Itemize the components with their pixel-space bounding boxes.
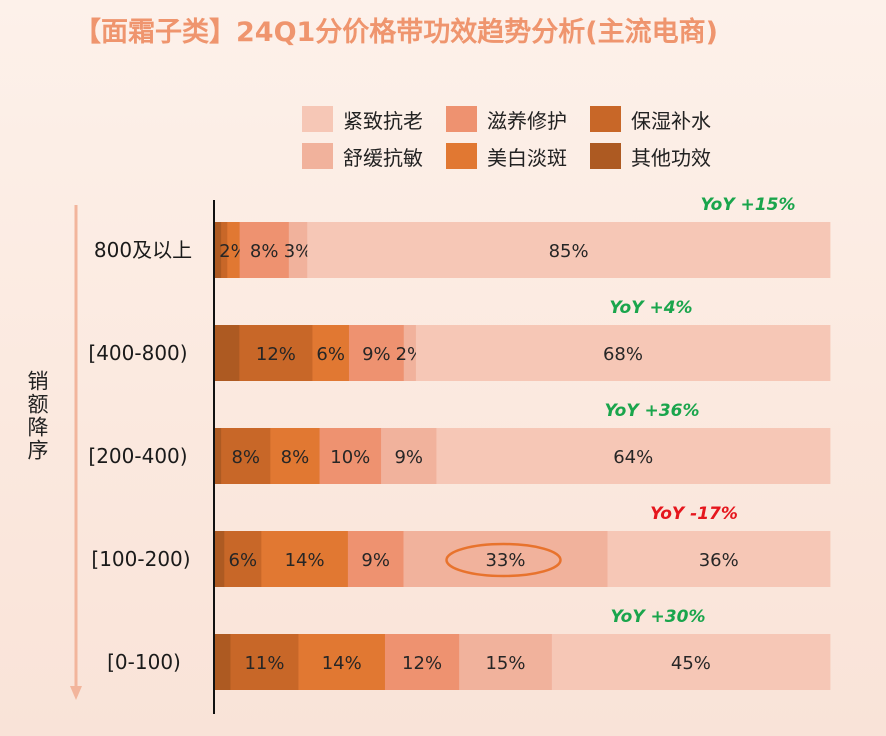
bar-segment [384,634,460,690]
bar-segment [459,634,553,690]
legend-swatch-whitening [446,143,477,169]
bar-segment [227,222,240,278]
yoy-label: YoY +30% [611,607,706,627]
yoy-label: YoY +15% [701,195,796,215]
data-label: 15% [485,653,525,674]
descending-arrow-head [70,686,82,700]
bar-segment [312,325,350,381]
data-label: 8% [250,241,279,262]
bar-segment [215,428,222,484]
data-label: 9% [362,344,391,365]
bar-segment [348,325,405,381]
legend-label-hydrating: 保湿补水 [631,108,711,133]
bar-segment [607,531,831,587]
bar-segment [215,634,231,690]
category-label: [200-400) [88,444,187,468]
bar-segment [403,325,417,381]
data-label: 64% [613,447,653,468]
data-label: 9% [394,447,423,468]
bar-segment [319,428,382,484]
legend-item-firming: 紧致抗老 [302,106,423,133]
yoy-label: YoY +4% [609,298,692,318]
bar-segment [551,634,831,690]
data-label: 9% [361,550,390,571]
data-label: 68% [603,344,643,365]
data-label: 36% [699,550,739,571]
legend-label-nourishing: 滋养修护 [487,108,567,133]
legend-swatch-firming [302,106,333,132]
page-title: 【面霜子类】24Q1分价格带功效趋势分析(主流电商) [74,17,718,48]
bar-segment [215,531,225,587]
legend-item-soothing: 舒缓抗敏 [302,143,423,170]
legend-item-other: 其他功效 [590,143,711,170]
category-label: [400-800) [88,341,187,365]
chart-legend: 紧致抗老 滋养修护 保湿补水 舒缓抗敏 美白淡斑 其他功效 [302,106,742,170]
data-label: 11% [244,653,284,674]
data-label: 45% [671,653,711,674]
data-label: 85% [549,241,589,262]
bar-segment [288,222,308,278]
bar-segment [230,634,299,690]
legend-item-hydrating: 保湿补水 [590,106,711,133]
bar-segment [307,222,831,278]
legend-label-soothing: 舒缓抗敏 [343,145,423,170]
legend-label-firming: 紧致抗老 [343,108,423,133]
bar-segment [215,222,222,278]
bar-segment [239,325,313,381]
legend-swatch-other [590,143,621,169]
y-axis-title: 销额降序 [25,370,49,462]
data-label: 12% [402,653,442,674]
bar-segment [381,428,437,484]
category-label: [0-100) [107,650,181,674]
data-label: 6% [316,344,345,365]
bar-segment [239,222,290,278]
legend-item-nourishing: 滋养修护 [446,106,567,133]
yoy-label: YoY +36% [605,401,700,421]
bar-segment [221,428,271,484]
highlight-circle [445,542,562,578]
legend-swatch-hydrating [590,106,621,132]
bar-segment [347,531,404,587]
bar-segment [436,428,831,484]
legend-label-whitening: 美白淡斑 [487,145,567,170]
bar-segment [403,531,608,587]
yoy-label: YoY -17% [650,504,738,524]
data-label: 8% [231,447,260,468]
data-label: 10% [330,447,370,468]
bars-group: 800及以上 2% 8% 3% 85%YoY +15%[400-800) 12% 6% 9% 2… [88,195,831,690]
data-label: 33% [485,550,525,571]
data-label: 6% [229,550,258,571]
bar-segment [221,222,228,278]
legend-swatch-soothing [302,143,333,169]
legend-label-other: 其他功效 [631,145,711,170]
bar-segment [215,325,240,381]
bar-segment [415,325,831,381]
bar-segment [261,531,349,587]
data-label: 12% [256,344,296,365]
data-label: 3% [284,241,313,262]
legend-item-whitening: 美白淡斑 [446,143,567,170]
category-label: [100-200) [91,547,190,571]
bar-segment [224,531,262,587]
bar-segment [270,428,320,484]
legend-swatch-nourishing [446,106,477,132]
category-label: 800及以上 [94,238,192,262]
data-label: 14% [285,550,325,571]
data-label: 8% [281,447,310,468]
data-label: 14% [322,653,362,674]
bar-segment [298,634,386,690]
